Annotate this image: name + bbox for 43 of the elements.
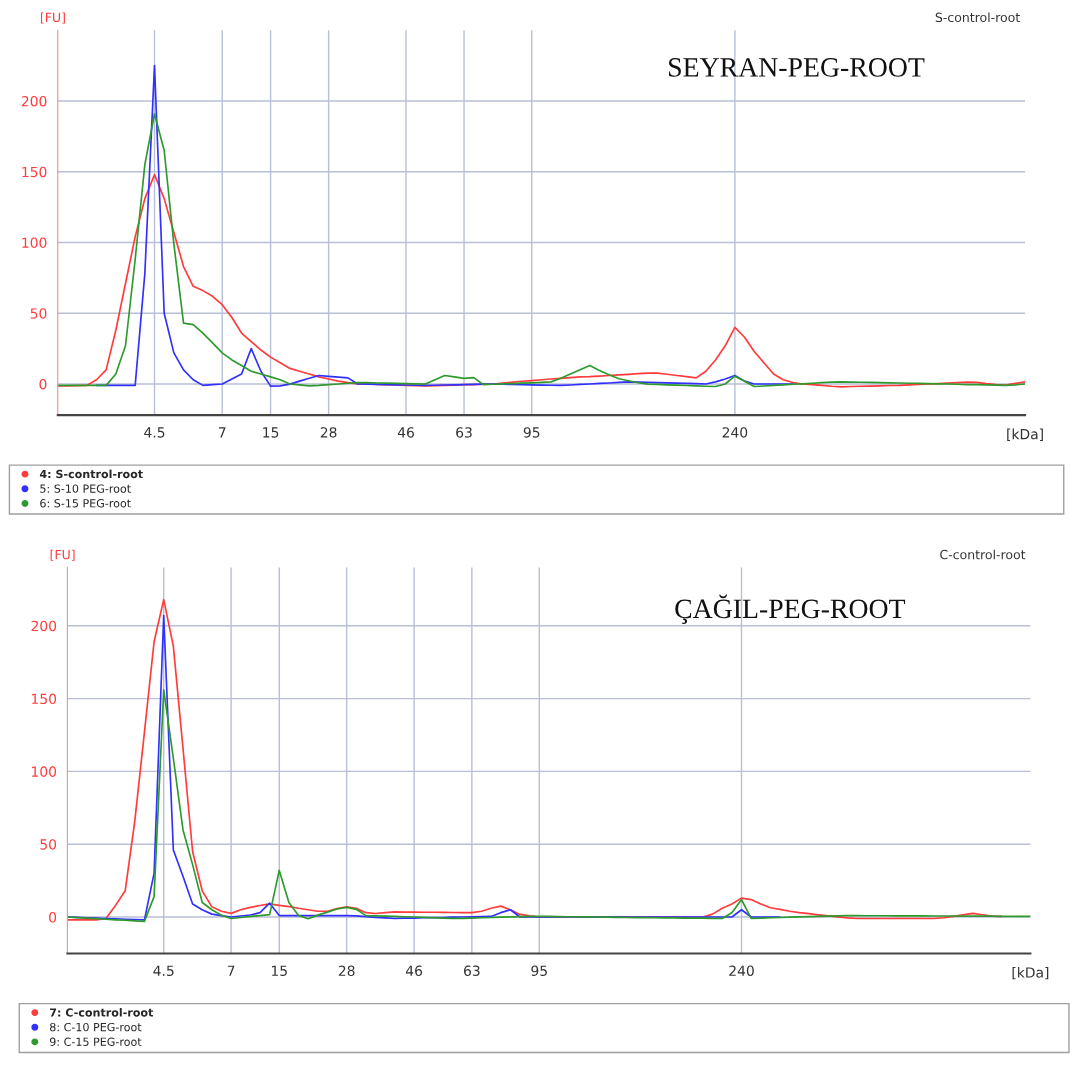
y-tick-label: 50 — [30, 308, 47, 319]
x-tick-label: 4.5 — [144, 427, 165, 438]
legend-label: 4: S-control-root — [39, 469, 143, 479]
annotation: ÇAĞIL-PEG-ROOT — [675, 594, 906, 624]
line-series — [67, 689, 1031, 923]
y-tick-label: 0 — [49, 912, 57, 923]
x-tick-label: 240 — [729, 965, 754, 976]
y-tick-label: 200 — [21, 95, 47, 107]
chart-title: S-control-root — [935, 12, 1020, 23]
y-tick-label: 0 — [39, 378, 47, 390]
y-axis-title: [FU] — [50, 549, 75, 561]
legend-label: 9: C-15 PEG-root — [49, 1037, 142, 1046]
x-tick-label: 15 — [263, 427, 279, 438]
legend-label: 5: S-10 PEG-root — [40, 484, 131, 493]
line-series — [57, 173, 1026, 388]
x-tick-label: 95 — [531, 965, 547, 976]
x-tick-label: 63 — [456, 427, 472, 438]
line-series — [57, 112, 1026, 388]
x-tick-label: 63 — [464, 965, 480, 976]
x-tick-label: 46 — [397, 427, 414, 438]
legend-label: 6: S-15 PEG-root — [40, 499, 131, 508]
x-axis-title: [kDa] — [1012, 966, 1049, 980]
legend-label: 8: C-10 PEG-root — [50, 1022, 142, 1032]
y-axis-title: [FU] — [40, 12, 65, 24]
x-tick-label: 7 — [218, 427, 226, 438]
x-tick-label: 95 — [523, 427, 540, 438]
y-tick-label: 150 — [22, 166, 47, 178]
y-tick-label: 100 — [32, 766, 57, 777]
x-tick-label: 240 — [722, 427, 748, 438]
x-tick-label: 4.5 — [153, 965, 174, 976]
y-tick-label: 150 — [32, 693, 57, 705]
y-tick-label: 50 — [40, 839, 57, 850]
x-tick-label: 28 — [320, 427, 337, 438]
x-tick-label: 28 — [338, 965, 355, 976]
x-tick-label: 15 — [271, 965, 287, 976]
x-tick-label: 7 — [227, 965, 235, 976]
chart-title: C-control-root — [940, 549, 1026, 560]
y-tick-label: 100 — [22, 237, 47, 248]
annotation: SEYRAN-PEG-ROOT — [669, 58, 925, 77]
legend-label: 7: C-control-root — [50, 1008, 154, 1017]
x-axis-title: [kDa] — [1007, 428, 1043, 441]
x-tick-label: 46 — [405, 965, 423, 976]
y-tick-label: 200 — [31, 620, 57, 632]
